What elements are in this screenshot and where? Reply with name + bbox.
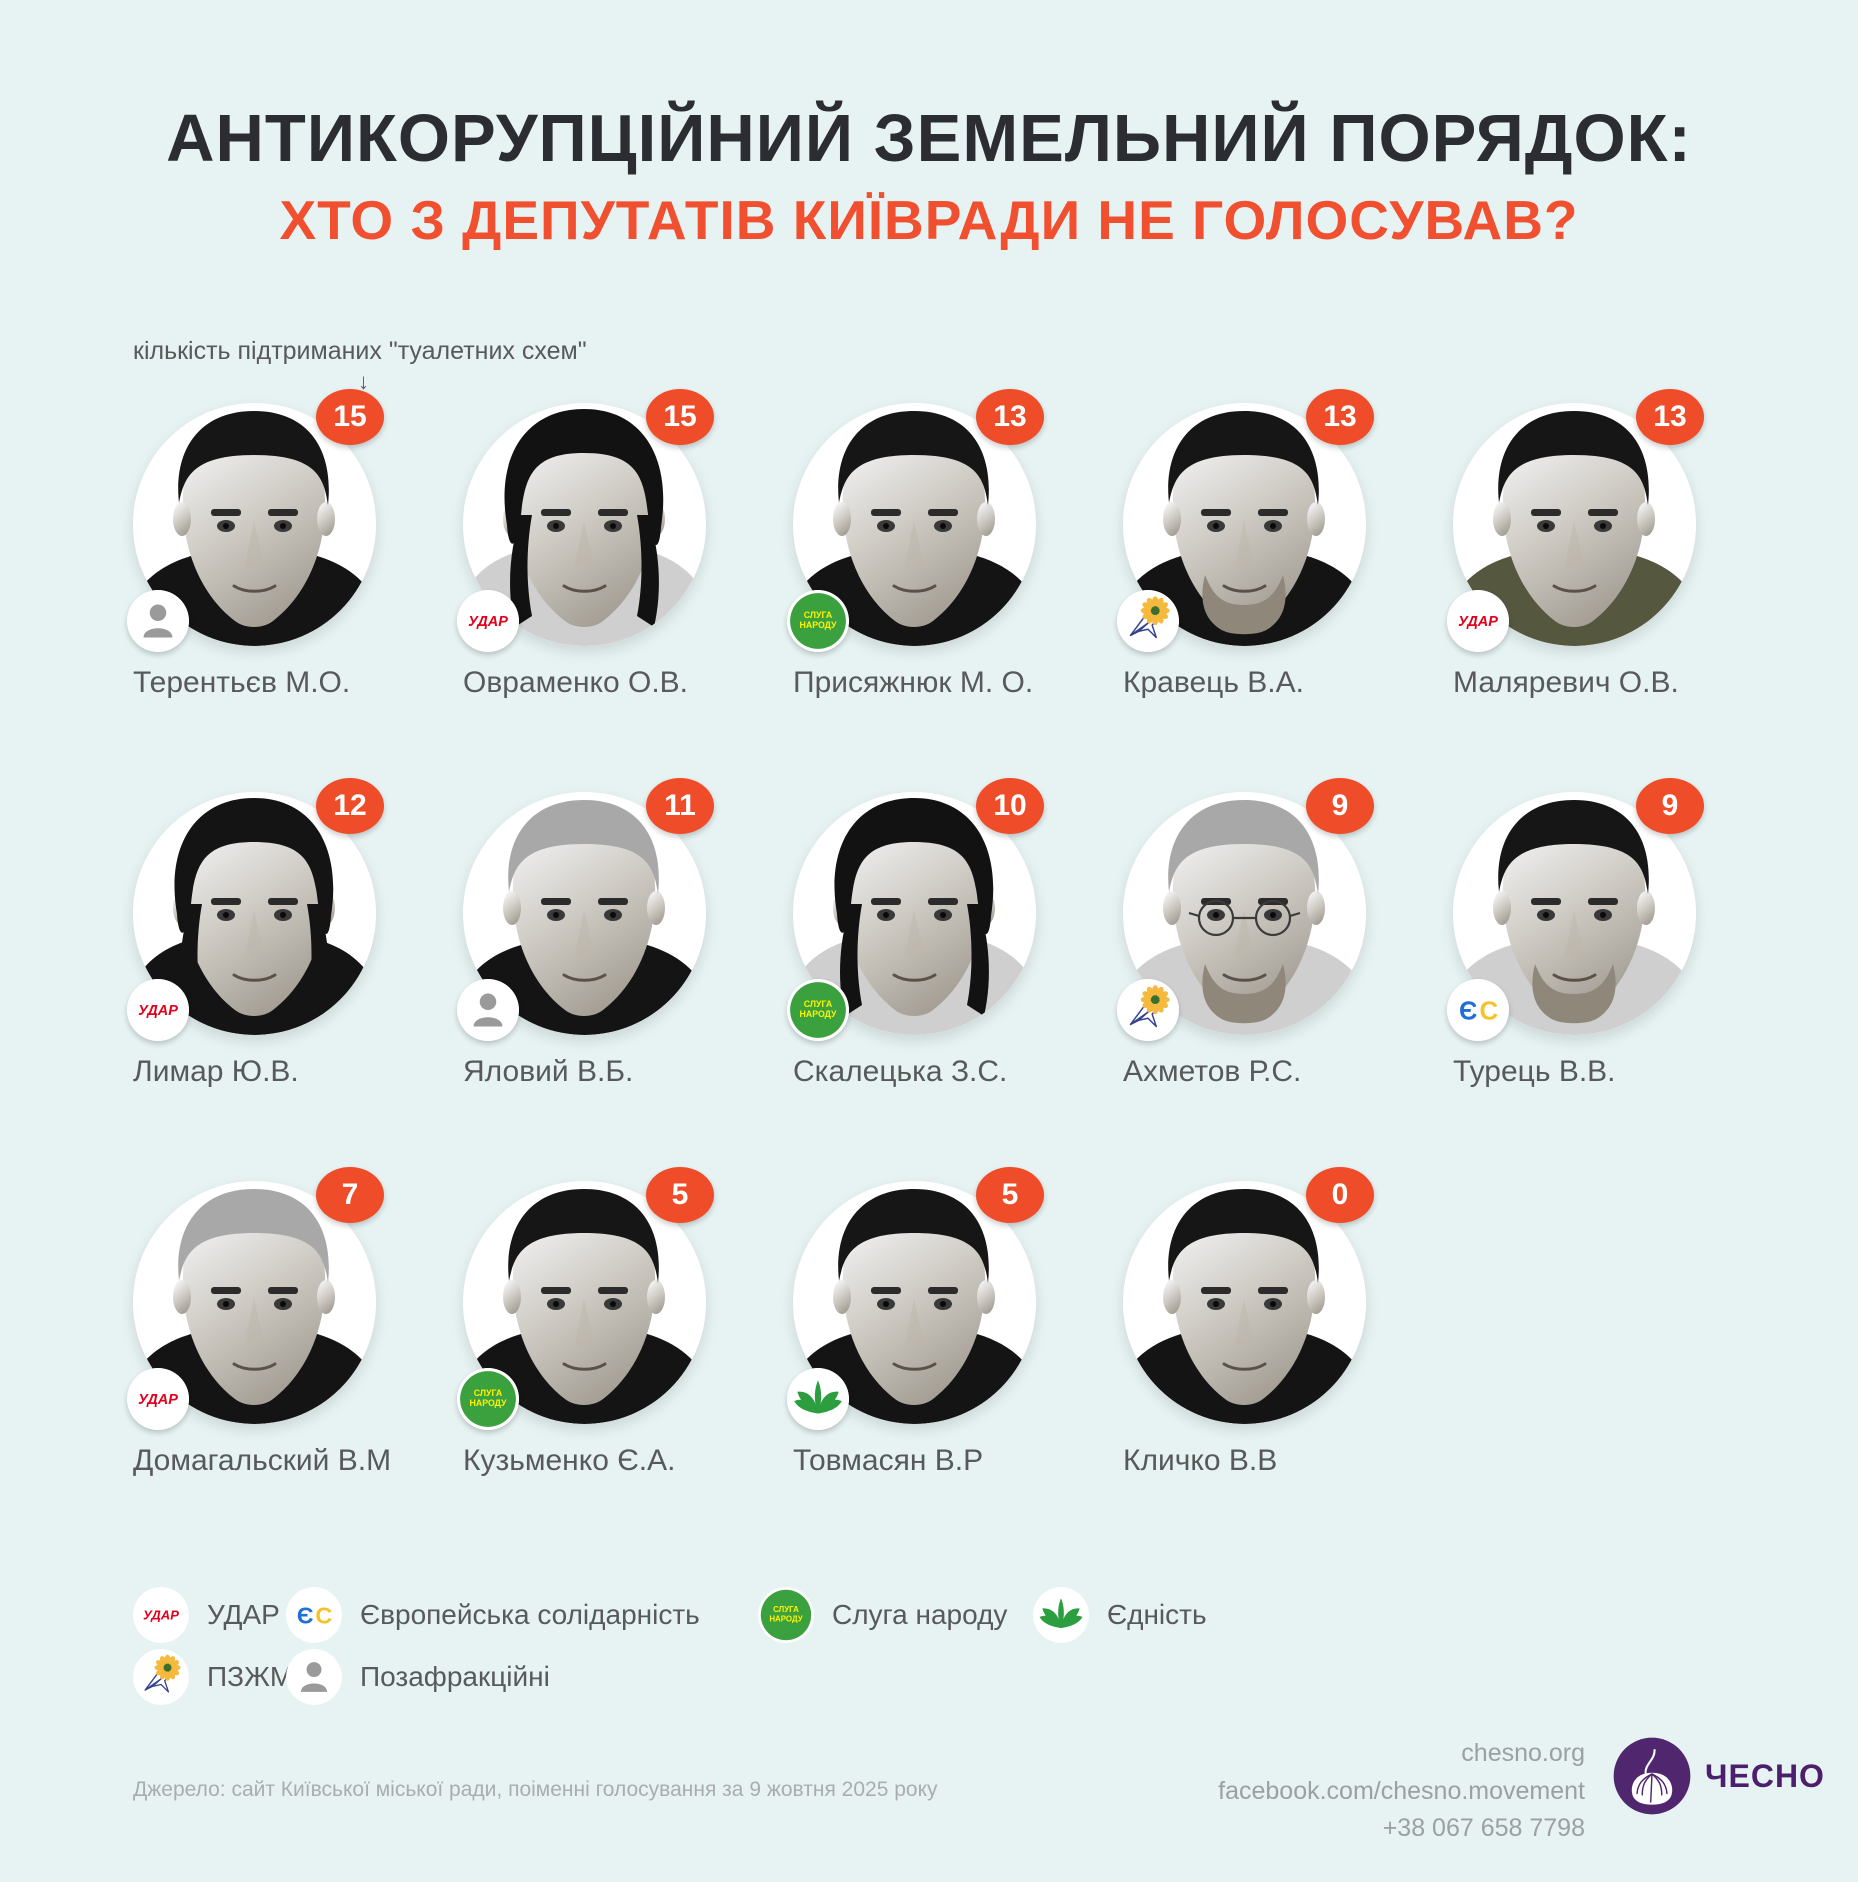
svg-text:C: C xyxy=(315,1602,332,1628)
svg-text:Є: Є xyxy=(297,1602,314,1628)
svg-text:НАРОДУ: НАРОДУ xyxy=(800,1009,837,1019)
svg-text:УДАР: УДАР xyxy=(138,1392,178,1408)
svg-text:Є: Є xyxy=(1459,997,1477,1025)
svg-text:УДАР: УДАР xyxy=(1458,614,1498,630)
svg-text:СЛУГА: СЛУГА xyxy=(804,999,833,1009)
svg-text:УДАР: УДАР xyxy=(468,614,508,630)
svg-text:НАРОДУ: НАРОДУ xyxy=(800,620,837,630)
svg-text:C: C xyxy=(1480,997,1499,1025)
svg-text:СЛУГА: СЛУГА xyxy=(773,1605,799,1614)
svg-text:СЛУГА: СЛУГА xyxy=(474,1388,503,1398)
svg-text:НАРОДУ: НАРОДУ xyxy=(470,1398,507,1408)
svg-text:НАРОДУ: НАРОДУ xyxy=(769,1615,802,1624)
svg-text:УДАР: УДАР xyxy=(143,1608,179,1623)
svg-text:СЛУГА: СЛУГА xyxy=(804,610,833,620)
svg-text:УДАР: УДАР xyxy=(138,1003,178,1019)
